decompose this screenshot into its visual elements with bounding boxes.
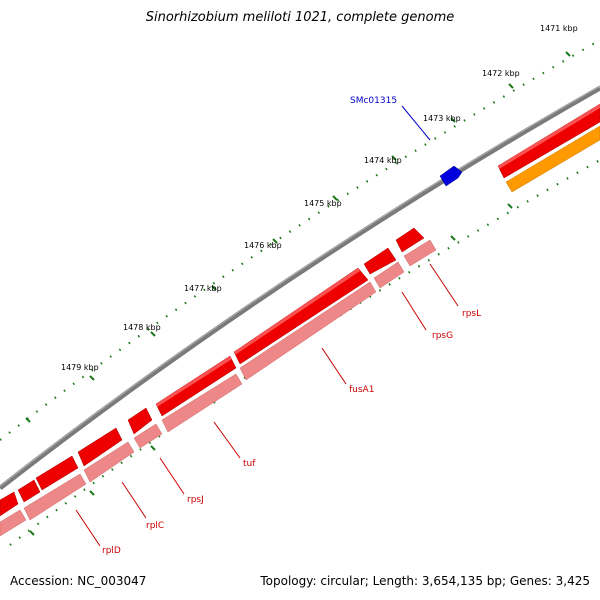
gene-label-rplc: rplC [146,521,164,531]
gene-arrow [373,261,405,289]
outer-major-ticks [25,51,571,423]
label-leader-blue [401,105,431,141]
gene-arrow [83,441,135,483]
gene-label-rpsl: rpsL [462,309,481,319]
gene-label-rpsg: rpsG [432,331,453,341]
map-title: Sinorhizobium meliloti 1021, complete ge… [145,10,455,25]
gene-label-rpsj: rpsJ [187,495,204,505]
tick-label-1476: 1476 kbp [244,241,282,250]
gene-arrow [77,427,123,467]
forward-genes [0,103,600,517]
gene-arrow-blue [439,165,463,187]
inner-tick-ring [9,159,600,546]
tick-labels: 1471 kbp 1472 kbp 1473 kbp 1474 kbp 1475… [61,24,578,372]
gene-arrow [0,509,27,537]
gene-arrow [161,373,243,433]
gene-arrow [403,239,437,267]
accession-text: Accession: NC_003047 [10,574,147,588]
gene-arrow [23,473,87,521]
gene-arrow [0,491,19,517]
gene-arrow [363,247,397,275]
tick-label-1479: 1479 kbp [61,363,99,372]
gene-arrow [133,423,163,449]
gene-arrow-orange [505,125,600,193]
tick-label-1473: 1473 kbp [423,114,461,123]
gene-label-smc01315: SMc01315 [350,96,397,106]
tick-label-1472: 1472 kbp [482,69,520,78]
reverse-genes [0,239,437,537]
gene-arrow [17,479,41,503]
gene-arrow [155,355,237,417]
genome-backbone [0,85,600,490]
tick-label-1478: 1478 kbp [123,323,161,332]
gene-arrow [395,227,425,253]
label-leaders [75,263,459,547]
inner-major-ticks [29,203,513,536]
gene-label-tuf: tuf [243,459,256,469]
outer-tick-ring [0,39,600,441]
gene-arrow [35,455,79,491]
tick-label-1477: 1477 kbp [184,284,222,293]
gene-labels: SMc01315 rpsL rpsG fusA1 tuf rpsJ rplC r… [102,96,481,556]
gene-arrow [239,281,377,381]
tick-label-1474: 1474 kbp [364,156,402,165]
gene-arrow [233,267,369,365]
genome-summary-text: Topology: circular; Length: 3,654,135 bp… [260,574,590,588]
tick-label-1471: 1471 kbp [540,24,578,33]
gene-label-rpld: rplD [102,546,121,556]
gene-arrow [127,407,153,435]
gene-label-fusa1: fusA1 [349,385,374,395]
tick-label-1475: 1475 kbp [304,199,342,208]
